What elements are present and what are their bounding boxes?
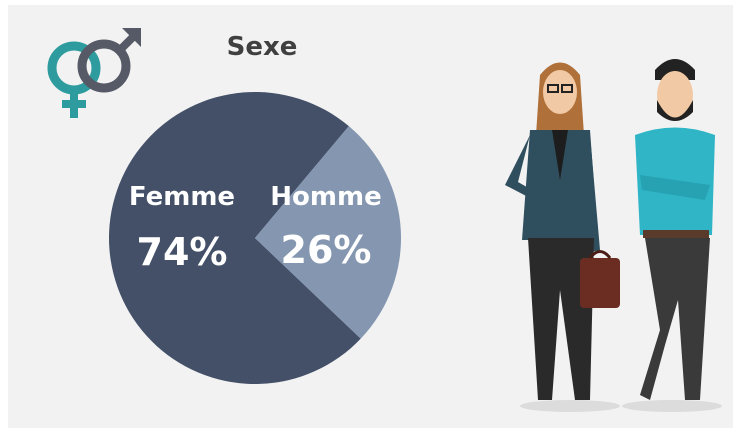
infographic: Sexe Femme 74% Homme 26% [0, 0, 741, 434]
slice-value-label: 26% [281, 228, 372, 272]
chart-title: Sexe [227, 32, 298, 62]
slice-value-label: 74% [137, 230, 228, 274]
slice-label: Homme [270, 182, 381, 212]
slice-label: Femme [129, 182, 235, 212]
pie: Femme 74% Homme 26% [109, 92, 401, 384]
